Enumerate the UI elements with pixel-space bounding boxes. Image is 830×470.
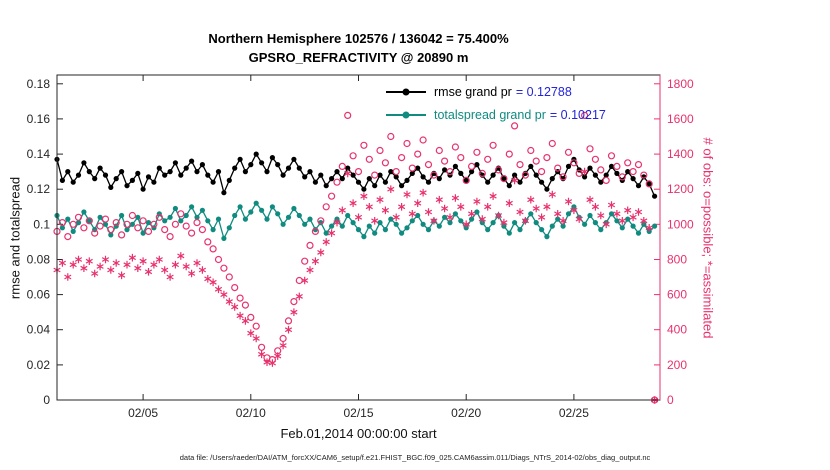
data-file-caption: data file: /Users/raeder/DAI/ATM_forcXX/… <box>179 453 651 462</box>
legend-line-marker-totalspread-icon <box>386 111 426 118</box>
x-axis-label: Feb.01,2014 00:00:00 start <box>280 426 437 441</box>
right-tick-label: 800 <box>667 253 687 267</box>
left-tick-label: 0.16 <box>27 112 51 126</box>
right-tick-label: 1600 <box>667 112 694 126</box>
right-tick-label: 0 <box>667 393 674 407</box>
legend: rmse grand pr = 0.12788 totalspread gran… <box>386 80 606 126</box>
left-tick-label: 0.08 <box>27 253 51 267</box>
left-tick-label: 0.1 <box>33 217 50 231</box>
right-axis-label: # of obs: o=possible; *=assimilated <box>700 137 716 339</box>
x-tick-label: 02/05 <box>128 406 158 420</box>
x-tick-label: 02/20 <box>451 406 481 420</box>
left-tick-label: 0.04 <box>27 323 51 337</box>
chart-title-line2: GPSRO_REFRACTIVITY @ 20890 m <box>248 50 469 65</box>
legend-dot-icon <box>402 111 410 118</box>
legend-dot-icon <box>402 88 410 95</box>
legend-line-marker-rmse-icon <box>386 88 426 95</box>
left-axis-label: rmse and totalspread <box>7 176 23 300</box>
legend-value-rmse: = 0.12788 <box>515 84 572 99</box>
legend-item-totalspread: totalspread grand pr = 0.10217 <box>386 103 606 126</box>
series-possible <box>53 111 659 404</box>
legend-label-totalspread: totalspread grand pr <box>434 107 546 122</box>
right-tick-label: 200 <box>667 358 687 372</box>
left-tick-label: 0 <box>43 393 50 407</box>
right-tick-label: 600 <box>667 288 687 302</box>
legend-label-rmse: rmse grand pr <box>434 84 512 99</box>
x-tick-label: 02/10 <box>236 406 266 420</box>
left-tick-label: 0.18 <box>27 77 51 91</box>
x-tick-label: 02/15 <box>343 406 373 420</box>
right-tick-label: 400 <box>667 323 687 337</box>
right-tick-label: 1200 <box>667 182 694 196</box>
series-assimilated <box>53 167 659 404</box>
series-totalspread <box>54 200 658 241</box>
chart-title-line1: Northern Hemisphere 102576 / 136042 = 75… <box>208 31 509 46</box>
left-tick-label: 0.02 <box>27 358 51 372</box>
legend-value-totalspread: = 0.10217 <box>549 107 606 122</box>
right-tick-label: 1400 <box>667 147 694 161</box>
left-tick-label: 0.12 <box>27 182 51 196</box>
right-tick-label: 1800 <box>667 77 694 91</box>
left-tick-label: 0.14 <box>27 147 51 161</box>
right-tick-label: 1000 <box>667 217 694 231</box>
x-tick-label: 02/25 <box>559 406 589 420</box>
legend-item-rmse: rmse grand pr = 0.12788 <box>386 80 606 103</box>
left-tick-label: 0.06 <box>27 288 51 302</box>
series-rmse <box>54 151 658 199</box>
